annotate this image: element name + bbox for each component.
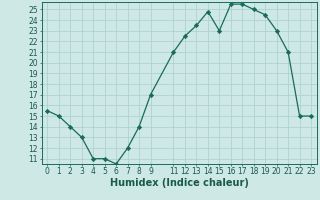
X-axis label: Humidex (Indice chaleur): Humidex (Indice chaleur): [110, 178, 249, 188]
